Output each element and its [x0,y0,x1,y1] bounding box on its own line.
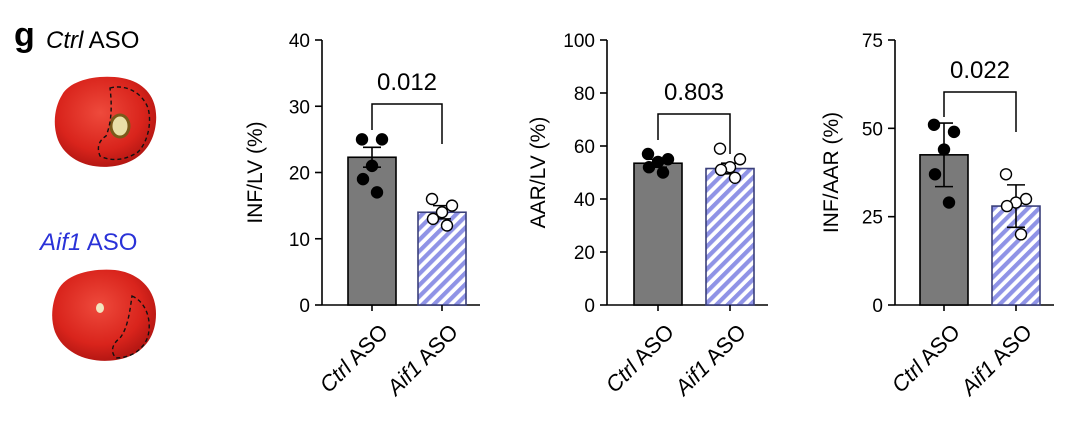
y-tick-label: 40 [574,190,595,211]
data-point-aif1 [999,168,1013,181]
data-point-ctrl [641,147,655,161]
y-tick-label: 75 [862,31,883,52]
data-point-ctrl [651,155,665,169]
x-tick-label-aif1: Aif1 ASO [669,319,751,401]
y-tick-label: 60 [574,137,595,158]
data-point-ctrl [656,166,670,179]
y-tick-label: 50 [862,119,883,140]
data-point-aif1 [425,192,439,206]
data-point-aif1 [435,206,449,219]
bar-ctrl-aso [633,162,683,306]
y-tick-label: 20 [289,164,310,185]
data-point-ctrl [942,196,956,209]
data-point-aif1 [733,153,747,166]
y-axis-label: AAR/LV (%) [527,117,550,229]
x-tick-label-ctrl: Ctrl ASO [601,319,679,397]
y-axis-label: INF/LV (%) [244,121,267,223]
panel-letter: g [14,16,35,54]
x-tick-label-ctrl: Ctrl ASO [315,319,393,397]
data-point-ctrl [365,159,379,173]
data-point-ctrl [642,160,656,174]
data-point-aif1 [445,199,459,212]
ctrl-aso-header: Ctrl ASO [46,27,139,54]
x-tick-label-aif1: Aif1 ASO [955,319,1037,401]
y-tick-label: 30 [289,97,310,118]
bar-ctrl-aso [347,156,397,306]
aif1-aso-header-italic: Aif1 [38,229,81,256]
data-point-ctrl [927,118,941,132]
significance-bracket [657,113,731,154]
data-point-aif1 [1000,199,1014,213]
x-tick-label-aif1: Aif1 ASO [381,319,463,401]
p-value-label: 0.803 [664,79,724,106]
data-point-ctrl [937,143,951,156]
aif1-aso-header: Aif1 ASO [38,229,137,256]
data-point-ctrl [370,186,384,199]
data-point-ctrl [355,133,369,146]
data-point-aif1 [728,171,742,185]
aif1-aso-header-rest: ASO [81,229,137,256]
ctrl-aso-header-italic: Ctrl [46,27,84,54]
data-point-ctrl [375,133,389,146]
significance-bracket [943,91,1017,132]
y-axis-label: INF/AAR (%) [820,112,843,233]
data-point-ctrl [661,153,675,166]
p-value-label: 0.012 [377,69,437,96]
y-tick-label: 40 [289,31,310,52]
bar-aif1-aso [705,167,755,306]
y-tick-label: 10 [289,230,310,251]
y-tick-label: 0 [872,296,883,317]
y-tick-label: 25 [862,208,883,229]
data-point-aif1 [1014,228,1028,241]
chart-2: 0 20 40 60 80 100 AAR/LV (%) 0.803 Ctrl ASOAif1 … [527,31,768,401]
data-point-aif1 [714,163,728,177]
significance-bracket [371,103,443,144]
data-point-aif1 [713,142,727,155]
p-value-label: 0.022 [950,57,1010,84]
heart-section-aif1-image [52,269,157,361]
x-tick-label-ctrl: Ctrl ASO [887,319,965,397]
data-point-ctrl [947,125,961,139]
data-point-aif1 [426,212,440,226]
data-point-ctrl [928,168,942,181]
data-point-aif1 [440,219,454,232]
y-tick-label: 0 [299,296,310,317]
y-tick-label: 20 [574,243,595,264]
y-tick-label: 100 [563,31,595,52]
ctrl-aso-header-rest: ASO [83,27,139,54]
heart-section-ctrl-image [54,76,157,167]
y-tick-label: 0 [584,296,595,317]
y-tick-label: 80 [574,84,595,105]
data-point-ctrl [356,172,370,186]
